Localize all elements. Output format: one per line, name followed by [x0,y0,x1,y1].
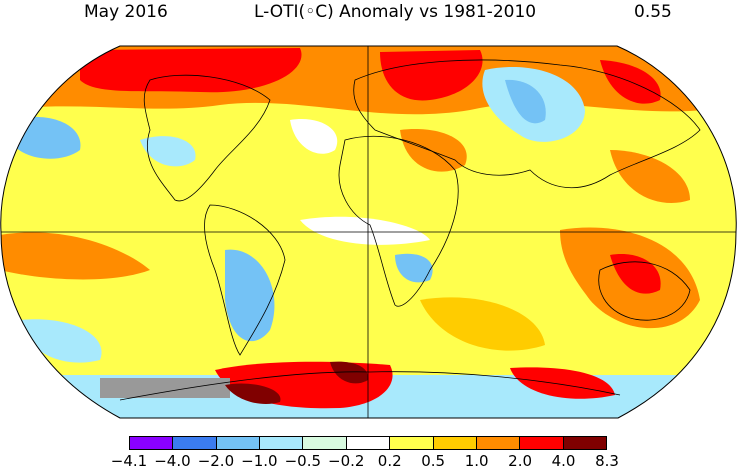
legend-tick-label: 2.0 [508,452,533,470]
coast-australia [598,261,691,321]
legend-swatch [130,437,174,449]
legend-tick-label: 0.5 [421,452,446,470]
missing-data-region [100,378,230,398]
anomaly-spacific-cool [20,319,102,363]
legend-swatch [563,437,606,449]
legend-swatch [433,437,477,449]
legend-swatch [390,437,434,449]
anomaly-field [0,46,737,418]
anomaly-canada-red [80,48,302,93]
coast-antarctica [119,371,621,401]
legend-tick-label: −4.1 [110,452,148,470]
legend-swatch [216,437,261,449]
coastlines [119,59,701,401]
legend-tick-labels: −4.1 −4.0 −2.0 −1.0 −0.5 −0.2 0.2 0.5 1.0 2.0 4.0 8… [0,452,737,470]
anomaly-usa-cool [140,136,196,167]
legend-swatch [173,437,217,449]
map-date: May 2016 [84,2,168,22]
legend-tick-label: −0.5 [284,452,322,470]
legend-tick-label: 0.2 [377,452,402,470]
anomaly-epacific-warm [0,232,150,280]
global-mean-anomaly: 0.55 [634,2,672,22]
legend-tick-label: 8.3 [595,452,619,470]
color-legend [129,436,607,450]
world-map [0,45,737,419]
coast-north-america [143,74,271,202]
anomaly-australia-hot [610,254,661,294]
coast-eurasia [353,59,701,189]
legend-tick-label: 4.0 [551,452,576,470]
legend-tick-label: −0.2 [328,452,365,470]
legend-swatch [520,437,564,449]
legend-swatch [260,437,304,449]
anomaly-middle-east-warm [400,129,467,172]
legend-swatch [476,437,521,449]
anomaly-west-antarctica-extreme [225,383,281,405]
anomaly-scandinavia-red [380,50,483,101]
map-outline [0,45,737,419]
coast-south-america [204,204,286,356]
anomaly-south-america-cold [225,249,275,342]
legend-swatch [303,437,347,449]
anomaly-equatorial-neutral [300,216,430,245]
anomaly-south-africa-cold [395,253,433,283]
anomaly-natlantic-neutral [290,119,338,154]
anomaly-indian-ocean-warm [420,297,545,351]
legend-swatch [346,437,391,449]
map-title: L-OTI(◦C) Anomaly vs 1981-2010 [254,2,537,22]
legend-tick-label: 1.0 [464,452,489,470]
legend-tick-label: −1.0 [241,452,278,470]
anomaly-siberia-cold [505,79,546,124]
legend-tick-label: −4.0 [154,452,191,470]
anomaly-east-antarctica-red [510,367,615,399]
anomaly-npacific-warm [610,150,690,203]
legend-tick-label: −2.0 [197,452,235,470]
anomaly-antarctica-extreme [330,361,369,384]
